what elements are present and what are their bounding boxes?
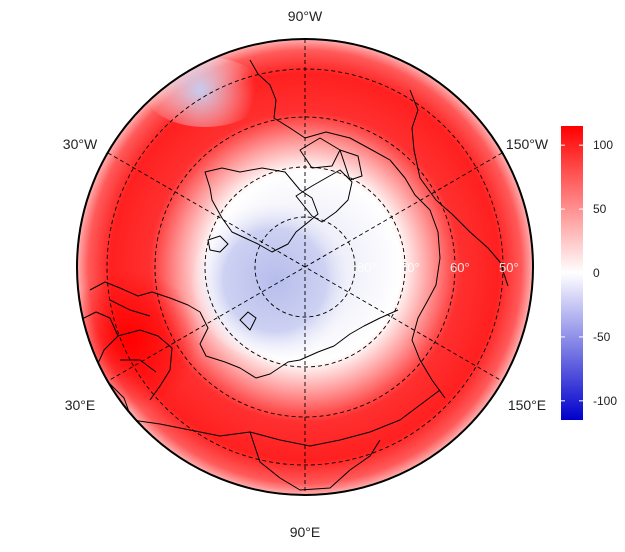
colorbar-tick-label: 100 — [593, 138, 613, 152]
asia-outline — [131, 389, 441, 491]
colorbar-tick-label: 50 — [593, 202, 607, 216]
coastlines — [79, 59, 509, 491]
scandinavia-outline — [89, 281, 399, 379]
lat-circle-60 — [154, 116, 456, 418]
colorbar-gradient — [561, 126, 583, 420]
lon-label-lower-right: 150°E — [508, 397, 546, 413]
lon-label-top: 90°W — [288, 8, 323, 24]
lat-label-60: 60° — [450, 260, 470, 275]
europe-borders — [79, 299, 173, 441]
greenland-outline — [204, 167, 319, 253]
lat-label-50: 50° — [499, 260, 519, 275]
svalbard-outline — [207, 235, 229, 253]
map-border — [76, 38, 534, 496]
alaska-outline — [409, 89, 509, 287]
colorbar-tick-label: 0 — [593, 266, 600, 280]
lon-label-upper-right: 150°W — [506, 136, 549, 152]
longitude-labels: 90°W 90°E 30°W 150°W 30°E 150°E — [63, 8, 549, 540]
graticule — [106, 39, 504, 495]
colorbar-tick-label: -100 — [593, 394, 617, 408]
lon-label-upper-left: 30°W — [63, 136, 98, 152]
lon-label-lower-left: 30°E — [65, 397, 96, 413]
lat-label-70: 70° — [400, 260, 420, 275]
north-america-outline — [249, 59, 446, 399]
colorbar: 100 50 0 -50 -100 — [561, 126, 617, 420]
latitude-labels: 80° 70° 60° 50° — [357, 260, 519, 275]
colorbar-ticks: 100 50 0 -50 -100 — [561, 138, 617, 408]
novaya-zemlya-outline — [239, 311, 257, 331]
lon-label-bottom: 90°E — [290, 524, 321, 540]
lat-label-80: 80° — [357, 260, 377, 275]
meridian-150-30 — [107, 152, 503, 382]
colorbar-tick-label: -50 — [593, 330, 611, 344]
canadian-archipelago-outline — [295, 137, 363, 223]
lat-circle-80 — [254, 216, 356, 318]
